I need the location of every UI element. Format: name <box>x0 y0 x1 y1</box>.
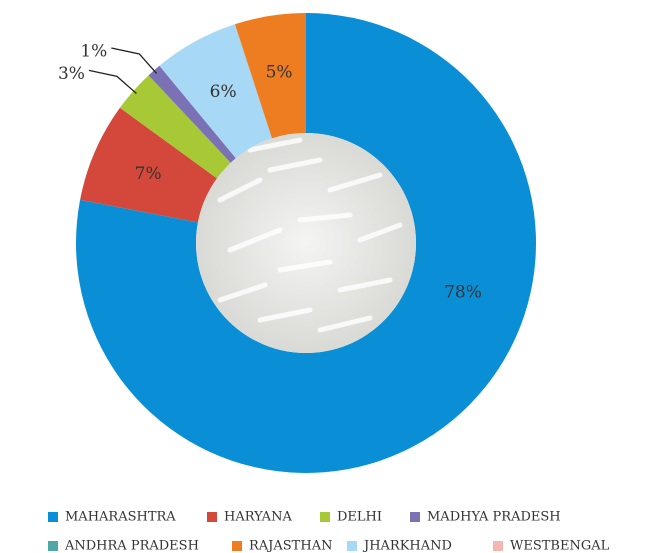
leader-line <box>111 47 158 74</box>
legend-swatch <box>48 541 58 551</box>
data-label: 5% <box>266 63 293 83</box>
data-label: 6% <box>210 82 237 102</box>
slice <box>234 13 306 139</box>
legend-swatch <box>320 512 330 522</box>
legend-swatch <box>410 512 420 522</box>
slice <box>75 13 537 473</box>
slice <box>159 24 273 159</box>
slice <box>148 65 236 163</box>
legend-swatch <box>48 512 58 522</box>
legend-label: DELHI <box>337 510 382 525</box>
legend-label: ANDHRA PRADESH <box>64 539 199 553</box>
legend-swatch <box>493 541 503 551</box>
center-image <box>196 133 416 353</box>
data-label: 3% <box>58 64 85 84</box>
data-label: 78% <box>444 283 482 303</box>
legend-label: JHARKHAND <box>362 539 452 553</box>
data-label: 1% <box>80 41 107 61</box>
leader-line <box>88 69 137 95</box>
legend-label: RAJASTHAN <box>249 539 332 553</box>
slices <box>75 13 537 473</box>
legend-swatch <box>232 541 242 551</box>
legend-label: MAHARASHTRA <box>65 510 176 525</box>
legend-swatch <box>347 541 357 551</box>
slice <box>80 107 218 223</box>
legend-label: MADHYA PRADESH <box>427 510 561 525</box>
legend-label: WESTBENGAL <box>510 539 610 553</box>
legend-swatch <box>207 512 217 522</box>
legend-label: HARYANA <box>224 510 292 525</box>
slice <box>119 75 231 179</box>
data-label: 7% <box>135 164 162 184</box>
